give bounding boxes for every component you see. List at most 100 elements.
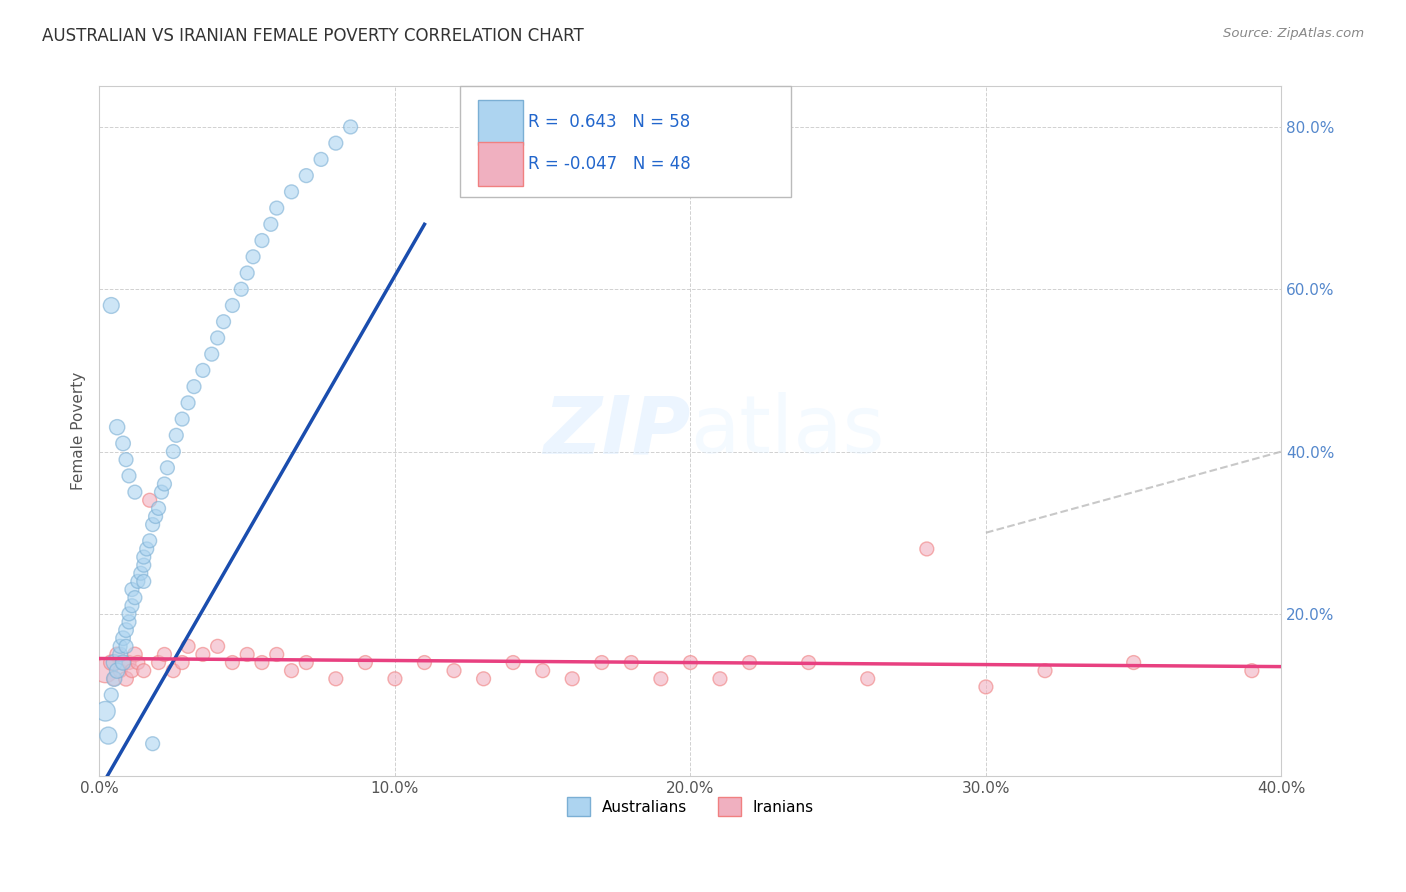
Point: [115, 672, 138, 686]
Point: [295, 169, 318, 183]
Point: [156, 460, 179, 475]
Point: [221, 656, 243, 670]
Point: [443, 664, 465, 678]
Point: [183, 379, 205, 393]
Point: [150, 485, 173, 500]
Point: [231, 282, 253, 296]
Point: [142, 517, 165, 532]
Point: [679, 656, 702, 670]
Point: [118, 615, 141, 629]
Point: [280, 185, 302, 199]
Point: [108, 664, 131, 678]
Point: [142, 737, 165, 751]
Point: [115, 452, 138, 467]
Point: [1122, 656, 1144, 670]
Point: [221, 298, 243, 312]
Point: [1240, 664, 1263, 678]
Point: [153, 477, 176, 491]
Point: [127, 656, 149, 670]
Point: [242, 250, 264, 264]
Point: [103, 672, 125, 686]
Text: ZIP: ZIP: [543, 392, 690, 470]
Point: [115, 640, 138, 654]
Point: [280, 664, 302, 678]
FancyBboxPatch shape: [478, 100, 523, 145]
Point: [201, 347, 224, 361]
Point: [250, 234, 273, 248]
Point: [148, 501, 170, 516]
Point: [207, 331, 229, 345]
Point: [325, 136, 347, 151]
Point: [531, 664, 554, 678]
Point: [153, 648, 176, 662]
Point: [250, 656, 273, 670]
Point: [177, 396, 200, 410]
Point: [121, 599, 143, 613]
Point: [413, 656, 436, 670]
Point: [118, 656, 141, 670]
Point: [162, 664, 184, 678]
Point: [260, 217, 283, 231]
FancyBboxPatch shape: [460, 87, 792, 197]
Point: [118, 607, 141, 621]
Point: [112, 656, 135, 670]
Text: Source: ZipAtlas.com: Source: ZipAtlas.com: [1223, 27, 1364, 40]
Point: [118, 469, 141, 483]
Point: [103, 656, 125, 670]
FancyBboxPatch shape: [478, 142, 523, 186]
Point: [162, 444, 184, 458]
Point: [709, 672, 731, 686]
Point: [236, 266, 259, 280]
Point: [108, 648, 131, 662]
Point: [121, 664, 143, 678]
Point: [172, 412, 194, 426]
Point: [135, 541, 157, 556]
Point: [108, 640, 131, 654]
Point: [856, 672, 879, 686]
Text: atlas: atlas: [690, 392, 884, 470]
Point: [266, 648, 288, 662]
Y-axis label: Female Poverty: Female Poverty: [72, 372, 86, 491]
Point: [105, 664, 128, 678]
Point: [354, 656, 377, 670]
Point: [384, 672, 406, 686]
Point: [132, 664, 155, 678]
Point: [191, 648, 214, 662]
Point: [295, 656, 318, 670]
Point: [112, 656, 135, 670]
Point: [94, 664, 117, 678]
Point: [172, 656, 194, 670]
Point: [212, 315, 235, 329]
Point: [112, 631, 135, 645]
Point: [650, 672, 672, 686]
Point: [165, 428, 187, 442]
Point: [97, 729, 120, 743]
Point: [738, 656, 761, 670]
Point: [115, 623, 138, 637]
Point: [103, 672, 125, 686]
Point: [339, 120, 361, 134]
Point: [1033, 664, 1056, 678]
Point: [236, 648, 259, 662]
Point: [145, 509, 167, 524]
Point: [105, 420, 128, 434]
Point: [591, 656, 613, 670]
Point: [100, 688, 122, 702]
Point: [207, 640, 229, 654]
Point: [325, 672, 347, 686]
Point: [129, 566, 152, 581]
Point: [132, 550, 155, 565]
Point: [132, 558, 155, 573]
Point: [620, 656, 643, 670]
Point: [797, 656, 820, 670]
Point: [974, 680, 997, 694]
Point: [132, 574, 155, 589]
Point: [472, 672, 495, 686]
Point: [127, 574, 149, 589]
Point: [100, 298, 122, 312]
Point: [502, 656, 524, 670]
Point: [94, 704, 117, 718]
Point: [124, 485, 146, 500]
Point: [191, 363, 214, 377]
Text: AUSTRALIAN VS IRANIAN FEMALE POVERTY CORRELATION CHART: AUSTRALIAN VS IRANIAN FEMALE POVERTY COR…: [42, 27, 583, 45]
